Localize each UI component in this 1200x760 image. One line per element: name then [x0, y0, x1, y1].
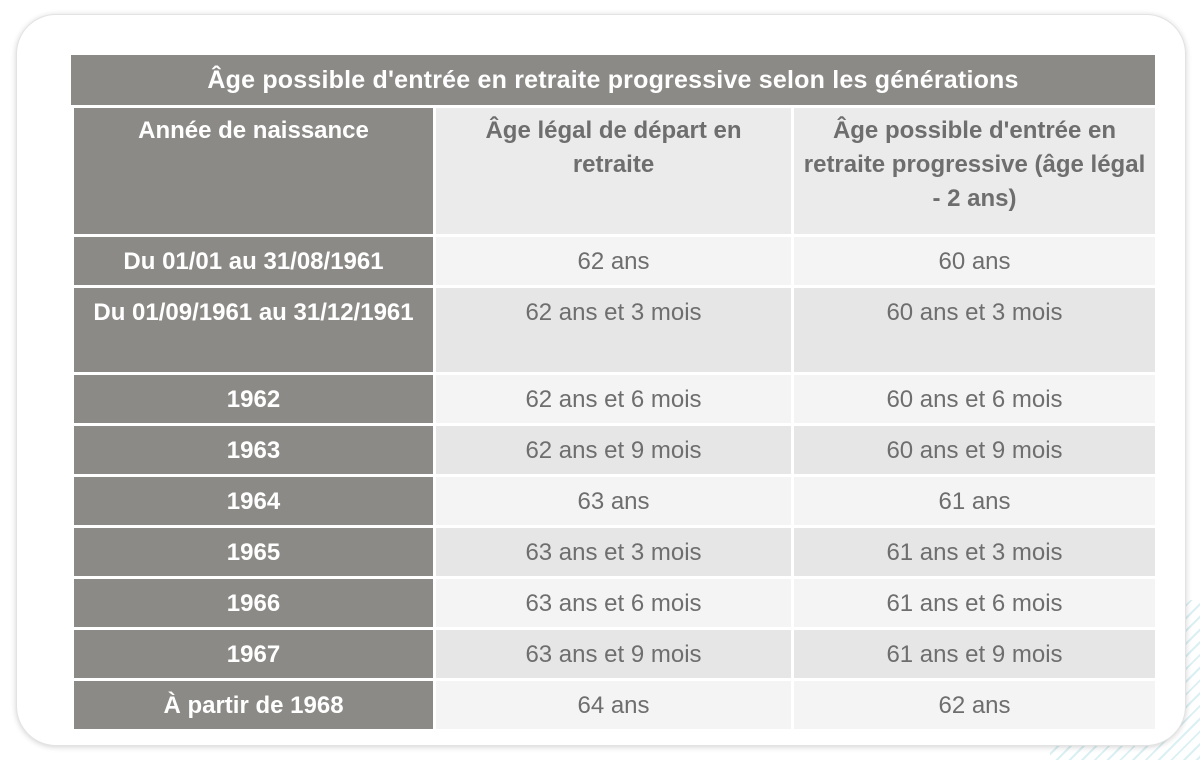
table-title: Âge possible d'entrée en retraite progre… [71, 55, 1155, 105]
cell-legal: 63 ans et 9 mois [433, 627, 794, 681]
cell-legal: 62 ans et 6 mois [433, 372, 794, 426]
cell-progressive: 62 ans [791, 678, 1158, 732]
table-row: 1964 63 ans 61 ans [71, 474, 1158, 528]
cell-progressive: 61 ans et 6 mois [791, 576, 1158, 630]
table-row: Du 01/01 au 31/08/1961 62 ans 60 ans [71, 234, 1158, 288]
table-row: 1966 63 ans et 6 mois 61 ans et 6 mois [71, 576, 1158, 630]
header-legal-age: Âge légal de départ en retraite [433, 105, 794, 237]
table-row: Du 01/09/1961 au 31/12/1961 62 ans et 3 … [71, 285, 1158, 375]
table-row: 1962 62 ans et 6 mois 60 ans et 6 mois [71, 372, 1158, 426]
cell-birth: 1966 [71, 576, 436, 630]
table-card: Âge possible d'entrée en retraite progre… [16, 14, 1186, 746]
header-birth-year: Année de naissance [71, 105, 436, 237]
cell-progressive: 60 ans et 3 mois [791, 285, 1158, 375]
cell-progressive: 60 ans et 6 mois [791, 372, 1158, 426]
table-row: À partir de 1968 64 ans 62 ans [71, 678, 1158, 732]
cell-birth: À partir de 1968 [71, 678, 436, 732]
cell-legal: 63 ans et 6 mois [433, 576, 794, 630]
cell-legal: 64 ans [433, 678, 794, 732]
retirement-table-wrapper: Âge possible d'entrée en retraite progre… [71, 55, 1158, 732]
cell-progressive: 60 ans et 9 mois [791, 423, 1158, 477]
cell-birth: Du 01/09/1961 au 31/12/1961 [71, 285, 436, 375]
cell-legal: 63 ans [433, 474, 794, 528]
table-row: 1965 63 ans et 3 mois 61 ans et 3 mois [71, 525, 1158, 579]
retirement-table: Année de naissance Âge légal de départ e… [71, 105, 1158, 732]
cell-progressive: 60 ans [791, 234, 1158, 288]
cell-birth: 1963 [71, 423, 436, 477]
cell-legal: 62 ans et 9 mois [433, 423, 794, 477]
cell-legal: 63 ans et 3 mois [433, 525, 794, 579]
cell-progressive: 61 ans [791, 474, 1158, 528]
cell-legal: 62 ans et 3 mois [433, 285, 794, 375]
cell-progressive: 61 ans et 3 mois [791, 525, 1158, 579]
cell-birth: 1964 [71, 474, 436, 528]
cell-birth: Du 01/01 au 31/08/1961 [71, 234, 436, 288]
table-row: 1967 63 ans et 9 mois 61 ans et 9 mois [71, 627, 1158, 681]
header-row: Année de naissance Âge légal de départ e… [71, 105, 1158, 237]
cell-legal: 62 ans [433, 234, 794, 288]
cell-birth: 1967 [71, 627, 436, 681]
cell-birth: 1965 [71, 525, 436, 579]
header-progressive-age: Âge possible d'entrée en retraite progre… [791, 105, 1158, 237]
cell-progressive: 61 ans et 9 mois [791, 627, 1158, 681]
table-row: 1963 62 ans et 9 mois 60 ans et 9 mois [71, 423, 1158, 477]
cell-birth: 1962 [71, 372, 436, 426]
